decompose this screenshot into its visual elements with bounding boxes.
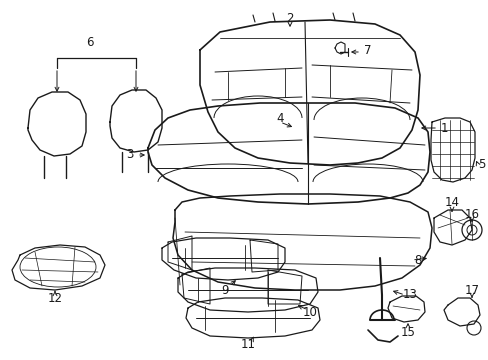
Text: 5: 5 <box>477 158 485 171</box>
Text: 12: 12 <box>47 292 62 305</box>
Text: 6: 6 <box>86 36 94 49</box>
Text: 15: 15 <box>400 325 415 338</box>
Text: 14: 14 <box>444 195 459 208</box>
Text: 16: 16 <box>464 208 479 221</box>
Text: 4: 4 <box>276 112 283 125</box>
Text: 9: 9 <box>221 284 228 297</box>
Text: 10: 10 <box>302 306 317 319</box>
Text: 7: 7 <box>364 44 371 57</box>
Text: 3: 3 <box>126 148 133 162</box>
Text: 13: 13 <box>402 288 417 302</box>
Text: 1: 1 <box>439 122 447 135</box>
Text: 11: 11 <box>240 338 255 351</box>
Text: 8: 8 <box>413 253 421 266</box>
Text: 2: 2 <box>285 12 293 24</box>
Text: 17: 17 <box>464 284 479 297</box>
